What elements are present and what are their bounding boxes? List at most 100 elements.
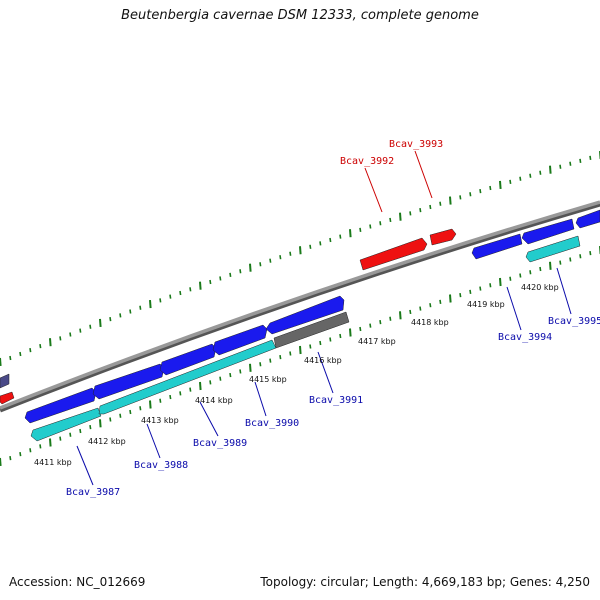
genome-stats-text: Topology: circular; Length: 4,669,183 bp…	[260, 575, 590, 589]
minor-tick	[319, 340, 322, 346]
minor-tick	[359, 227, 362, 232]
minor-tick	[579, 158, 582, 163]
minor-tick	[389, 316, 392, 321]
minor-tick	[19, 351, 22, 357]
minor-tick	[139, 406, 142, 411]
minor-tick	[159, 298, 162, 303]
accession-text: Accession: NC_012669	[9, 575, 146, 589]
minor-tick	[119, 313, 122, 318]
minor-tick	[409, 309, 412, 315]
minor-tick	[559, 260, 562, 265]
minor-tick	[89, 425, 92, 430]
gene-label[interactable]: Bcav_3988	[134, 460, 188, 471]
scale-label: 4417 kbp	[358, 337, 396, 346]
leader-line	[317, 351, 334, 394]
minor-tick	[79, 328, 82, 333]
gene-forward[interactable]	[265, 295, 345, 335]
gene-features[interactable]	[0, 209, 600, 442]
gene-label[interactable]: Bcav_3989	[193, 438, 247, 449]
minor-tick	[139, 305, 142, 310]
minor-tick	[229, 272, 232, 277]
minor-tick	[469, 192, 472, 197]
gene-label[interactable]: Bcav_3995	[548, 316, 600, 327]
gene-labels[interactable]: Bcav_3987 Bcav_3988 Bcav_3989 Bcav_3990 Bcav…	[66, 139, 600, 498]
minor-tick	[559, 164, 562, 169]
leader-line	[199, 401, 219, 437]
gene-label[interactable]: Bcav_3992	[340, 156, 394, 167]
map-title: Beutenbergia cavernae DSM 12333, complet…	[121, 8, 479, 23]
gene-label[interactable]: Bcav_3987	[66, 487, 120, 498]
minor-tick	[319, 241, 322, 246]
minor-tick	[409, 211, 412, 216]
leader-line	[506, 286, 522, 331]
scale-label: 4412 kbp	[88, 437, 126, 446]
gene-forward[interactable]	[92, 363, 165, 400]
major-tick	[399, 212, 402, 221]
gene-partial-left[interactable]	[0, 373, 10, 389]
minor-tick	[489, 283, 492, 288]
minor-tick	[389, 217, 392, 223]
gene-forward[interactable]	[521, 218, 575, 245]
minor-tick	[489, 185, 492, 191]
minor-tick	[339, 234, 342, 239]
gene-label[interactable]: Bcav_3993	[389, 139, 443, 150]
gene-forward[interactable]	[212, 324, 268, 356]
minor-tick	[429, 204, 432, 210]
minor-tick	[529, 270, 532, 275]
minor-tick	[419, 208, 422, 213]
scale-label: 4419 kbp	[467, 300, 505, 309]
scale-label: 4420 kbp	[521, 283, 559, 292]
minor-tick	[309, 244, 312, 249]
leader-line	[556, 267, 572, 315]
minor-tick	[19, 452, 22, 457]
gene-partial-left-red[interactable]	[0, 391, 15, 405]
leader-line	[364, 167, 383, 213]
major-tick	[49, 338, 52, 347]
leader-line	[76, 445, 94, 486]
genome-backbone	[0, 200, 600, 413]
minor-tick	[289, 251, 292, 256]
major-tick	[399, 311, 402, 320]
major-tick	[149, 299, 152, 309]
minor-tick	[239, 269, 242, 274]
leader-line	[146, 423, 161, 459]
minor-tick	[29, 448, 32, 453]
minor-tick	[89, 324, 92, 329]
minor-tick	[509, 276, 512, 281]
scale-label: 4416 kbp	[304, 356, 342, 365]
minor-tick	[509, 179, 512, 184]
scale-labels: 4411 kbp 4412 kbp 4413 kbp 4414 kbp 4415 kbp…	[34, 283, 559, 467]
minor-tick	[169, 294, 172, 299]
gene-reverse[interactable]	[525, 235, 581, 263]
major-tick	[549, 165, 552, 174]
minor-tick	[159, 398, 162, 403]
minor-tick	[209, 380, 212, 385]
gene-forward[interactable]	[159, 343, 217, 376]
gene-highlight[interactable]	[359, 237, 428, 271]
outer-tick-ring	[0, 151, 600, 367]
major-tick	[99, 419, 102, 428]
gene-forward[interactable]	[471, 233, 523, 260]
major-tick	[199, 281, 202, 290]
gene-highlight[interactable]	[429, 228, 457, 246]
scale-label: 4413 kbp	[141, 416, 179, 425]
gene-forward[interactable]	[24, 387, 97, 424]
major-tick	[499, 277, 502, 287]
minor-tick	[169, 394, 172, 400]
gene-forward-partial-right[interactable]	[575, 209, 600, 229]
gene-reverse[interactable]	[30, 407, 102, 442]
gene-reverse[interactable]	[98, 339, 277, 415]
gene-label[interactable]: Bcav_3991	[309, 395, 363, 406]
inner-tick-ring	[0, 246, 600, 467]
minor-tick	[519, 273, 522, 278]
gene-label[interactable]: Bcav_3990	[245, 418, 299, 429]
scale-label: 4418 kbp	[411, 318, 449, 327]
minor-tick	[259, 362, 262, 367]
minor-tick	[279, 354, 282, 360]
minor-tick	[529, 173, 532, 178]
gene-pseudo[interactable]	[273, 311, 350, 349]
minor-tick	[129, 409, 132, 415]
gene-label[interactable]: Bcav_3994	[498, 332, 552, 343]
scale-label: 4414 kbp	[195, 396, 233, 405]
